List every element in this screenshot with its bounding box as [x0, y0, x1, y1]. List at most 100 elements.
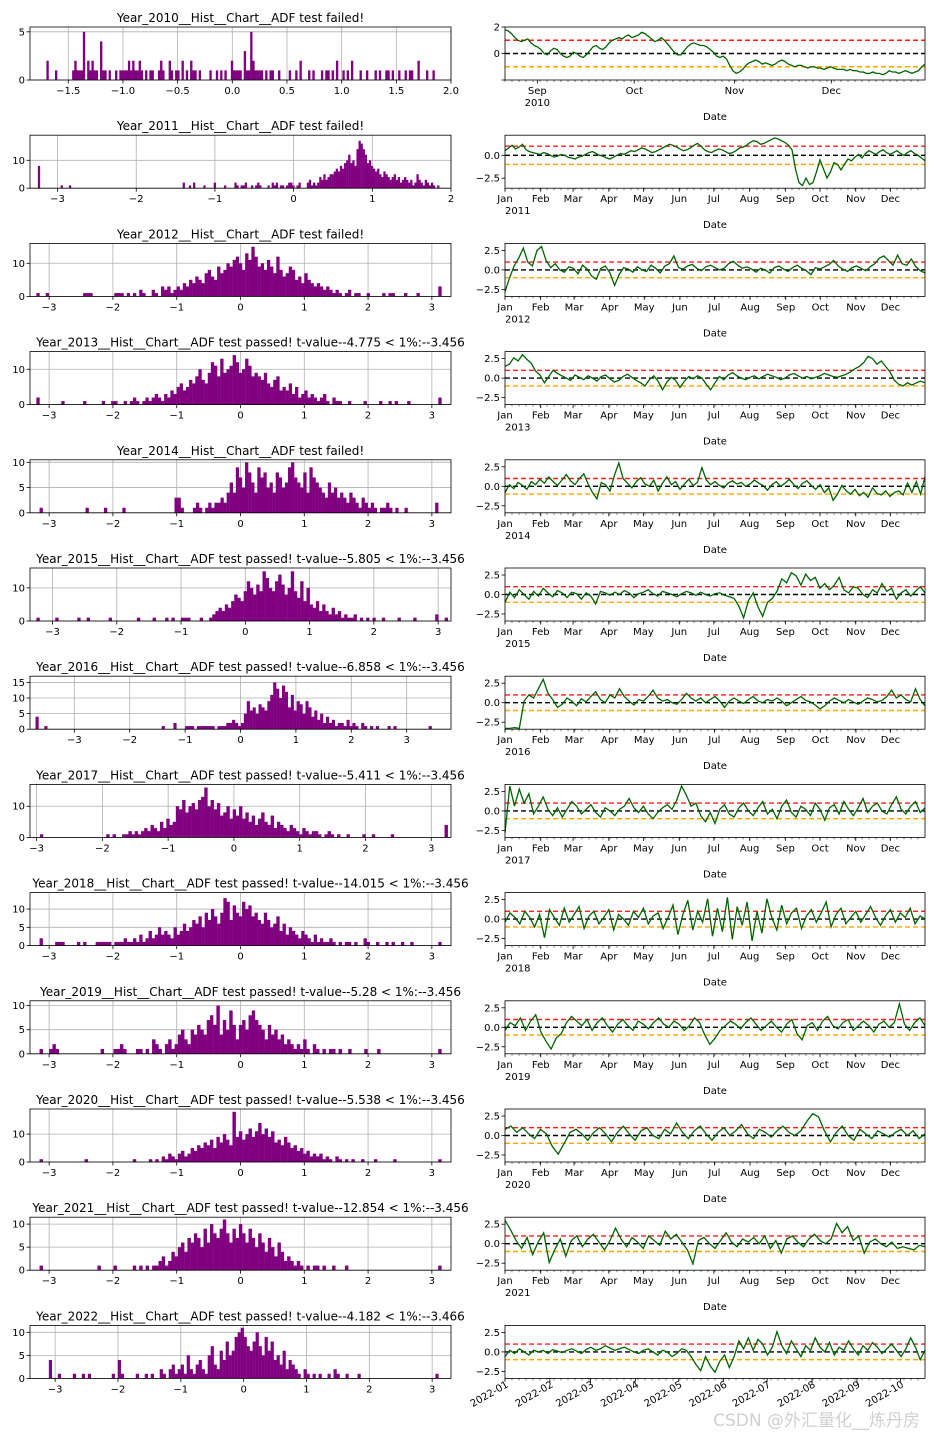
- hist-panel-2019: −3 −2 −1 0 1 2 3 0 5 10 Year_2019__Hist__Chart__AD…: [12, 985, 461, 1071]
- hist-bar: [217, 923, 221, 946]
- hist-bar: [310, 185, 314, 189]
- hist-bar: [315, 482, 319, 513]
- hist-bar: [243, 713, 247, 730]
- y-tick-label: 0: [19, 833, 25, 844]
- hist-bar: [362, 149, 365, 189]
- hist-bar: [271, 1131, 275, 1162]
- series-line: [504, 571, 926, 620]
- hist-bar: [293, 591, 298, 621]
- hist-bar: [203, 185, 206, 189]
- x-tick-label: −1: [169, 1168, 184, 1179]
- hist-bar: [311, 831, 316, 838]
- hist-bar: [270, 266, 274, 297]
- hist-bar: [258, 1233, 262, 1271]
- series-line: [504, 245, 926, 292]
- hist-bar: [187, 617, 191, 621]
- hist-bar: [312, 1153, 317, 1162]
- hist-bar: [139, 1048, 143, 1054]
- hist-bar: [165, 617, 169, 621]
- hist-bar: [248, 1128, 252, 1162]
- hist-bar: [270, 927, 274, 946]
- x-tick-label: −0.5: [165, 86, 189, 97]
- hist-bar: [282, 1350, 286, 1379]
- hist-bar: [76, 70, 79, 80]
- hist-bar: [264, 710, 268, 730]
- hist-bar: [178, 809, 183, 838]
- hist-bar: [251, 1237, 256, 1271]
- hist-bar: [139, 934, 143, 946]
- hist-bar: [285, 273, 289, 297]
- hist-bar: [58, 941, 62, 946]
- hist-bar: [176, 286, 180, 297]
- hist-bar: [267, 1350, 271, 1379]
- hist-bar: [193, 182, 196, 189]
- hist-bar: [248, 70, 251, 80]
- hist-bar: [377, 168, 380, 189]
- x-tick-label: Apr: [600, 519, 618, 530]
- hist-bar: [330, 834, 335, 838]
- hist-bar: [166, 818, 170, 838]
- hist-bar: [366, 617, 370, 621]
- hist-bar: [258, 70, 262, 80]
- hist-bar: [89, 293, 93, 297]
- x-tick-label: 2: [365, 519, 371, 530]
- x-tick-label: 1.0: [334, 86, 350, 97]
- hist-bar: [371, 834, 376, 838]
- hist-bar: [303, 1039, 307, 1054]
- hist-bar: [332, 1048, 336, 1054]
- hist-bar: [291, 269, 296, 297]
- chart-title: Year_2013__Hist__Chart__ADF test passed!…: [35, 336, 465, 350]
- x-tick-label: −1: [208, 194, 223, 205]
- x-tick-label: Jan: [496, 519, 512, 530]
- hist-bar: [61, 941, 65, 946]
- hist-bar: [400, 941, 405, 946]
- hist-bar: [344, 163, 347, 189]
- hist-bar: [180, 507, 184, 513]
- x-tick-label: Jun: [671, 302, 688, 313]
- hist-bar: [285, 390, 289, 405]
- hist-panel-2022: −3 −2 −1 0 1 2 3 0 5 10 Year_2022__Hist__Chart__AD…: [12, 1309, 465, 1395]
- hist-bar: [273, 273, 277, 297]
- hist-bar: [95, 70, 99, 80]
- hist-bar: [407, 401, 411, 405]
- hist-bar: [255, 713, 259, 730]
- hist-bar: [204, 912, 208, 946]
- hist-bar: [192, 70, 195, 80]
- x-tick-label: 3: [429, 1276, 435, 1287]
- hist-bar: [346, 834, 350, 838]
- hist-bar: [192, 507, 197, 513]
- x-tick-label: 2.0: [443, 86, 459, 97]
- hist-bar: [199, 617, 204, 621]
- hist-bar: [78, 70, 81, 80]
- hist-bar: [264, 821, 268, 838]
- hist-bar: [256, 70, 259, 80]
- x-tick-label: Oct: [811, 1276, 828, 1287]
- hist-bar: [344, 614, 348, 621]
- hist-bar: [242, 185, 245, 189]
- hist-bar: [132, 293, 137, 297]
- hist-bar: [114, 293, 118, 297]
- hist-bar: [195, 923, 199, 946]
- hist-bar: [306, 492, 310, 513]
- hist-bar: [252, 1341, 256, 1379]
- hist-bar: [304, 390, 308, 405]
- hist-bar: [438, 286, 442, 297]
- x-tick-label: −3: [45, 627, 60, 638]
- hist-bar: [242, 269, 246, 297]
- hist-bar: [348, 154, 351, 189]
- hist-bar: [404, 507, 408, 513]
- hist-bar: [154, 293, 159, 297]
- hist-bar: [245, 812, 249, 838]
- hist-bar: [116, 1048, 121, 1054]
- hist-bar: [338, 401, 342, 405]
- y-tick-label: 10: [12, 365, 25, 376]
- x-tick-label: Feb: [532, 302, 550, 313]
- year-sublabel: 2021: [505, 1288, 530, 1299]
- hist-bar: [192, 1373, 196, 1379]
- hist-bar: [366, 293, 370, 297]
- hist-bar: [230, 60, 234, 80]
- hist-bar: [122, 507, 126, 513]
- hist-bar: [258, 818, 262, 838]
- y-tick-label: 10: [12, 156, 25, 167]
- hist-bar: [217, 726, 221, 730]
